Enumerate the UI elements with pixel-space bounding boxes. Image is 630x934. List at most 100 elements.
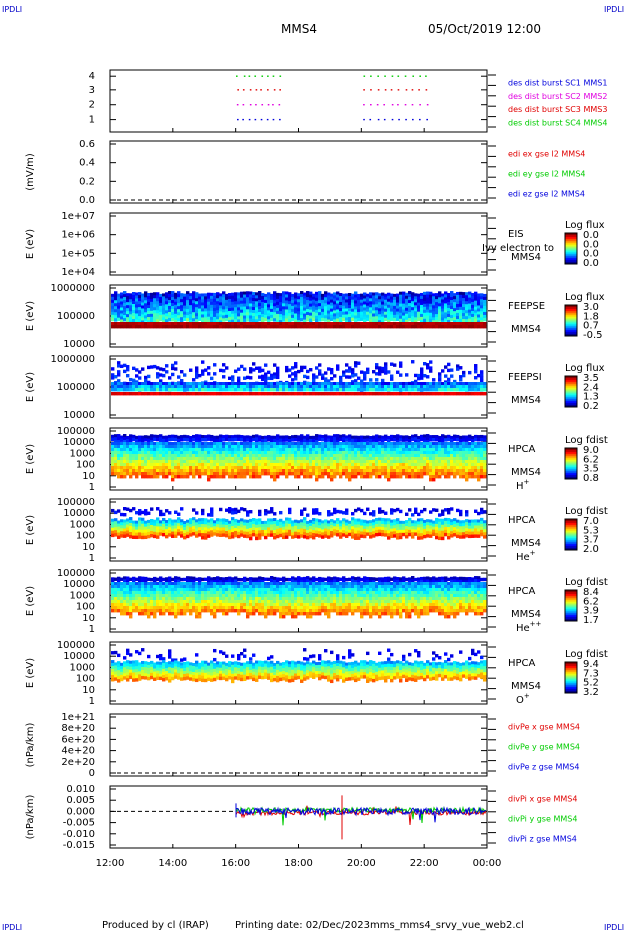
heatmap-cell-feepsi <box>117 385 121 389</box>
heatmap-cell-feepse <box>114 291 118 295</box>
heatmap-cell-feepse <box>399 303 403 308</box>
heatmap-cell-hpca_h <box>351 472 355 476</box>
heatmap-cell-hpca_h <box>207 469 211 473</box>
heatmap-cell-feepse <box>330 308 334 313</box>
heatmap-cell-feepse <box>234 322 238 326</box>
heatmap-cell-feepse <box>204 314 208 318</box>
heatmap-cell-feepsi <box>207 392 211 396</box>
heatmap-cell-feepsi <box>195 372 199 376</box>
heatmap-cell-feepse <box>186 297 190 301</box>
heatmap-cell-feepse <box>153 304 157 308</box>
heatmap-cell-feepse <box>429 297 433 302</box>
heatmap-cell-feepsi <box>303 385 307 389</box>
heatmap-cell-hpca_h <box>213 472 217 476</box>
heatmap-cell-feepse <box>279 299 283 303</box>
heatmap-cell-feepse <box>309 325 313 329</box>
heatmap-cell-feepse <box>378 314 382 318</box>
heatmap-cell-feepse <box>201 293 205 297</box>
heatmap-cell-feepse <box>195 316 199 320</box>
heatmap-cell-hpca_h <box>309 463 313 467</box>
heatmap-cell-feepse <box>297 311 301 315</box>
heatmap-cell-feepsi <box>180 370 184 374</box>
heatmap-cell-hpca_h <box>369 469 373 473</box>
heatmap-cell-feepse <box>414 299 418 303</box>
heatmap-cell-feepse <box>291 325 295 329</box>
heatmap-cell-feepse <box>354 309 358 313</box>
heatmap-cell-feepse <box>162 305 166 309</box>
heatmap-cell-feepsi <box>171 382 175 386</box>
heatmap-cell-feepse <box>144 312 148 316</box>
heatmap-cell-hpca_h <box>408 472 412 476</box>
heatmap-cell-feepsi <box>390 385 394 389</box>
heatmap-cell-hpca_h <box>384 445 388 449</box>
heatmap-cell-feepsi <box>423 388 427 392</box>
heatmap-cell-hpca_he <box>156 532 160 536</box>
heatmap-cell-feepsi <box>192 385 196 389</box>
heatmap-cell-feepse <box>216 295 220 299</box>
heatmap-cell-feepse <box>294 307 298 311</box>
heatmap-cell-feepse <box>135 322 139 326</box>
heatmap-cell-hpca_h <box>411 448 415 452</box>
heatmap-cell-feepse <box>132 322 136 326</box>
heatmap-cell-hpca_h <box>360 472 364 476</box>
heatmap-cell-feepsi <box>435 385 439 389</box>
heatmap-cell-feepse <box>387 322 391 326</box>
heatmap-cell-hpca_h <box>471 438 475 443</box>
heatmap-cell-hpca_h <box>444 460 448 464</box>
heatmap-cell-hpca_he <box>318 519 322 523</box>
heatmap-cell-hpca_h <box>294 469 298 473</box>
heatmap-cell-feepsi <box>111 382 115 386</box>
heatmap-cell-hpca_h <box>321 469 325 473</box>
heatmap-cell-feepse <box>447 310 451 315</box>
heatmap-cell-feepse <box>330 299 334 304</box>
heatmap-cell-feepsi <box>459 385 463 389</box>
heatmap-cell-hpca_h <box>348 472 352 476</box>
heatmap-cell-hpca_h <box>453 448 457 452</box>
heatmap-cell-hpca_h <box>252 451 256 455</box>
heatmap-cell-feepsi <box>126 385 130 389</box>
heatmap-cell-feepsi <box>144 382 148 386</box>
heatmap-cell-feepse <box>129 305 133 309</box>
heatmap-cell-feepse <box>258 312 262 316</box>
heatmap-cell-hpca_he <box>240 507 244 511</box>
heatmap-cell-hpca_he <box>267 524 271 528</box>
colorbar-swatch-eis <box>565 236 577 240</box>
heatmap-cell-hpca_h <box>267 438 271 442</box>
heatmap-cell-hpca_h <box>300 451 304 455</box>
heatmap-cell-feepsi <box>228 376 232 381</box>
heatmap-cell-feepsi <box>117 392 121 396</box>
heatmap-cell-hpca_h <box>144 469 148 473</box>
heatmap-cell-hpca_h <box>444 448 448 452</box>
heatmap-cell-feepse <box>429 325 433 329</box>
heatmap-cell-hpca_h <box>234 451 238 455</box>
heatmap-cell-hpca_h <box>171 466 175 470</box>
heatmap-cell-feepsi <box>309 368 313 372</box>
heatmap-cell-feepse <box>393 293 397 298</box>
heatmap-cell-hpca_h <box>156 451 160 455</box>
heatmap-cell-feepsi <box>159 388 163 392</box>
heatmap-cell-hpca_h <box>336 442 340 446</box>
heatmap-cell-hpca_h <box>192 460 196 464</box>
heatmap-cell-hpca_he <box>258 527 262 531</box>
heatmap-cell-hpca_h <box>408 475 412 479</box>
heatmap-cell-feepse <box>249 306 253 310</box>
burst-mark-level-4 <box>261 75 264 77</box>
heatmap-cell-hpca_he <box>159 532 163 536</box>
heatmap-cell-feepsi <box>312 382 316 386</box>
heatmap-cell-feepse <box>318 322 322 326</box>
heatmap-cell-feepse <box>363 298 367 302</box>
heatmap-cell-hpca_h <box>270 451 274 455</box>
heatmap-cell-hpca_h <box>315 463 319 467</box>
heatmap-cell-feepsi <box>474 370 478 374</box>
heatmap-cell-hpca_he <box>174 534 178 538</box>
heatmap-cell-feepse <box>336 318 340 322</box>
heatmap-cell-feepse <box>270 317 274 322</box>
heatmap-cell-feepse <box>261 314 265 318</box>
heatmap-cell-hpca_he <box>135 520 139 525</box>
heatmap-cell-feepse <box>204 317 208 321</box>
heatmap-cell-feepse <box>156 298 160 302</box>
heatmap-cell-hpca_h <box>156 434 160 439</box>
heatmap-cell-hpca_h <box>330 475 334 479</box>
heatmap-cell-hpca_h <box>312 445 316 449</box>
heatmap-cell-feepse <box>450 309 454 313</box>
